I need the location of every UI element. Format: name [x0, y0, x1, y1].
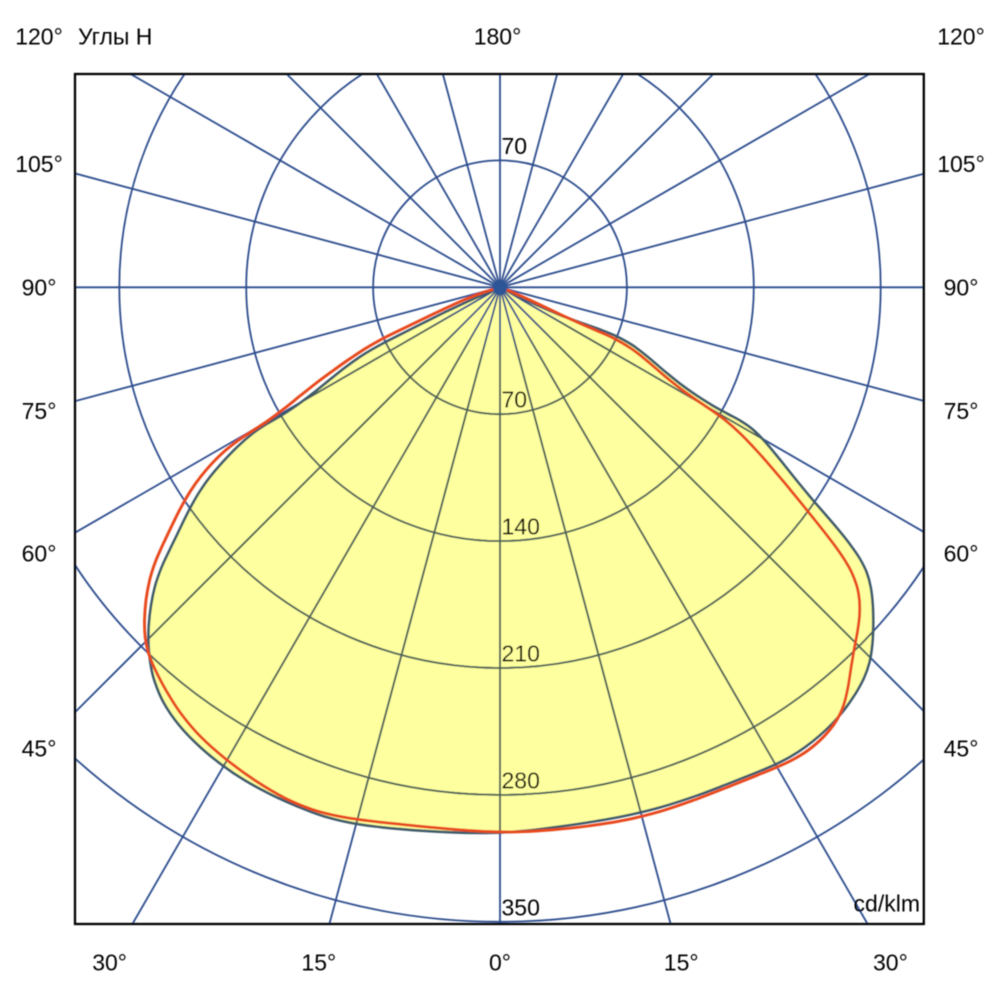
svg-text:350: 350 — [502, 894, 540, 920]
svg-text:30°: 30° — [873, 950, 908, 976]
svg-text:60°: 60° — [944, 541, 979, 567]
svg-text:15°: 15° — [301, 950, 336, 976]
svg-text:120°: 120° — [15, 24, 63, 50]
svg-text:140: 140 — [502, 514, 540, 540]
svg-text:180°: 180° — [474, 24, 522, 50]
svg-text:75°: 75° — [944, 398, 979, 424]
svg-text:70: 70 — [502, 133, 528, 159]
svg-text:30°: 30° — [92, 950, 127, 976]
svg-text:cd/klm: cd/klm — [854, 891, 920, 917]
svg-text:60°: 60° — [22, 541, 57, 567]
svg-text:15°: 15° — [664, 950, 699, 976]
svg-text:70: 70 — [502, 387, 528, 413]
svg-text:45°: 45° — [22, 735, 57, 761]
svg-text:105°: 105° — [15, 151, 63, 177]
svg-text:75°: 75° — [22, 398, 57, 424]
svg-text:120°: 120° — [937, 24, 985, 50]
svg-text:0°: 0° — [489, 950, 511, 976]
svg-text:210: 210 — [502, 641, 540, 667]
svg-text:90°: 90° — [22, 274, 57, 300]
svg-text:45°: 45° — [944, 735, 979, 761]
svg-text:280: 280 — [502, 767, 540, 793]
svg-text:105°: 105° — [937, 151, 985, 177]
svg-text:Углы H: Углы H — [78, 24, 152, 50]
svg-text:90°: 90° — [944, 274, 979, 300]
